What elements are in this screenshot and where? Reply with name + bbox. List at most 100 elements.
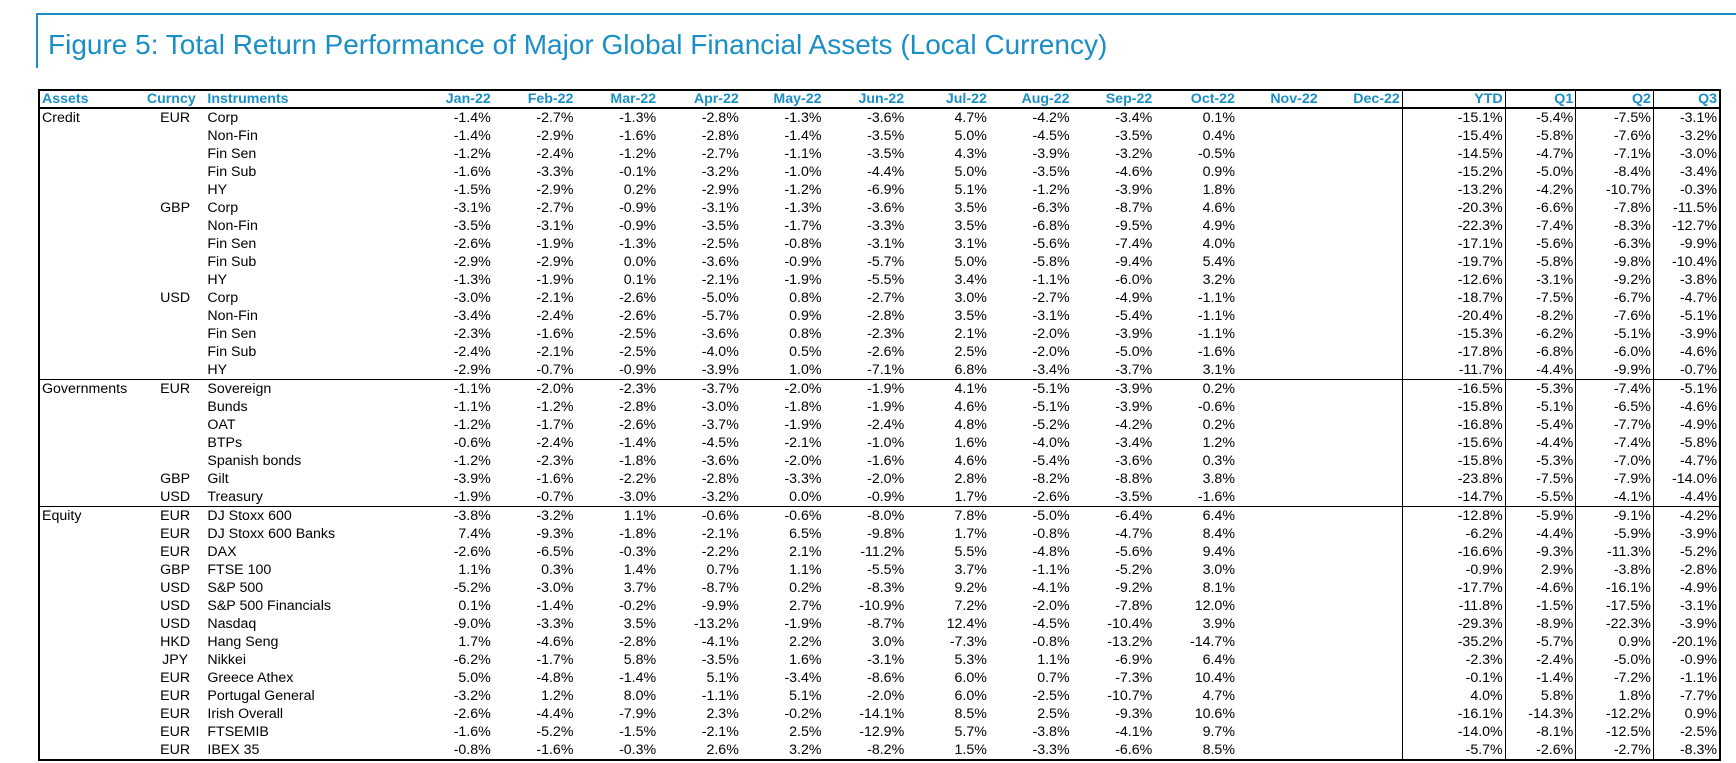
month-return-cell: -1.6% bbox=[867, 453, 905, 469]
month-return-cell bbox=[1237, 398, 1320, 416]
month-return-cell: 3.5% bbox=[954, 218, 987, 234]
currency-cell bbox=[145, 452, 206, 470]
month-return-cell: -0.9% bbox=[784, 254, 822, 270]
quarter-return-cell: -8.4% bbox=[1575, 163, 1654, 181]
quarter-return-cell: -6.6% bbox=[1504, 199, 1576, 217]
table-row: EUR FTSEMIB -1.6% -5.2% -1.5% -2.1% 2.5% -12.9%… bbox=[39, 723, 1720, 741]
table-row: Non-Fin -3.4% -2.4% -2.6% -5.7% 0.9% -2.8% 3.5%… bbox=[39, 307, 1720, 325]
quarter-return-cell: -4.2% bbox=[1652, 506, 1720, 525]
month-return-cell: 5.1% bbox=[706, 670, 739, 686]
month-return-cell: -3.5% bbox=[1071, 488, 1155, 507]
quarter-return-cell: -9.1% bbox=[1575, 506, 1654, 525]
month-return-cell: -3.6% bbox=[867, 110, 905, 126]
quarter-return-cell: -3.2% bbox=[1652, 127, 1720, 145]
month-return-cell: -10.4% bbox=[1107, 616, 1153, 632]
month-return-cell: 9.4% bbox=[1202, 544, 1235, 560]
month-return-cell bbox=[1237, 380, 1320, 399]
quarter-return-cell: -11.3% bbox=[1575, 543, 1654, 561]
month-return-cell: -5.0% bbox=[701, 290, 739, 306]
quarter-return-cell: -5.0% bbox=[1575, 651, 1654, 669]
instrument-cell: Corp bbox=[207, 290, 239, 306]
month-return-cell bbox=[1320, 615, 1403, 633]
month-return-cell: -2.5% bbox=[1032, 688, 1070, 704]
month-return-cell bbox=[1320, 380, 1403, 399]
quarter-return-cell: -10.4% bbox=[1652, 253, 1720, 271]
month-return-cell: -3.4% bbox=[1115, 435, 1153, 451]
month-return-cell: 6.0% bbox=[954, 688, 987, 704]
month-return-cell: 4.6% bbox=[1202, 200, 1235, 216]
month-return-cell: -1.6% bbox=[536, 326, 574, 342]
month-return-cell: 2.1% bbox=[954, 326, 987, 342]
currency-cell: USD bbox=[160, 290, 191, 306]
month-return-cell: 7.8% bbox=[954, 508, 987, 524]
ytd-return-cell: -22.3% bbox=[1401, 217, 1506, 235]
month-return-cell: -3.9% bbox=[1032, 146, 1070, 162]
instrument-cell: Fin Sen bbox=[207, 146, 257, 162]
quarter-return-cell: -9.8% bbox=[1575, 253, 1654, 271]
month-return-cell: 12.0% bbox=[1194, 598, 1235, 614]
month-return-cell: -1.1% bbox=[784, 146, 822, 162]
quarter-return-cell: -6.3% bbox=[1575, 235, 1654, 253]
asset-class-cell bbox=[39, 361, 145, 380]
month-return-cell bbox=[1320, 343, 1403, 361]
instrument-cell: Bunds bbox=[207, 399, 248, 415]
month-return-cell bbox=[1237, 235, 1320, 253]
ytd-return-cell: -15.6% bbox=[1401, 434, 1506, 452]
quarter-return-cell: -5.6% bbox=[1504, 235, 1576, 253]
month-return-cell: -8.7% bbox=[701, 580, 739, 596]
ytd-return-cell: -14.7% bbox=[1401, 488, 1506, 507]
month-return-cell bbox=[1237, 163, 1320, 181]
month-return-cell: -1.2% bbox=[453, 146, 491, 162]
table-row: EUR Irish Overall -2.6% -4.4% -7.9% 2.3% -0.2%… bbox=[39, 705, 1720, 723]
month-return-cell: -2.4% bbox=[867, 417, 905, 433]
month-return-cell: -5.5% bbox=[867, 562, 905, 578]
month-return-cell: -6.6% bbox=[1115, 742, 1153, 758]
table-row: EUR Portugal General -3.2% 1.2% 8.0% -1.1% 5.1… bbox=[39, 687, 1720, 705]
month-return-cell: 0.4% bbox=[1202, 128, 1235, 144]
currency-cell bbox=[145, 307, 206, 325]
month-return-cell: -10.7% bbox=[1107, 688, 1153, 704]
month-return-cell: -6.3% bbox=[1032, 200, 1070, 216]
month-return-cell bbox=[1237, 579, 1320, 597]
month-return-cell: -3.5% bbox=[1115, 128, 1153, 144]
month-return-cell: 8.0% bbox=[623, 688, 657, 704]
month-return-cell: -0.9% bbox=[823, 488, 907, 507]
month-return-cell: 8.4% bbox=[1202, 526, 1235, 542]
instrument-cell: Non-Fin bbox=[207, 218, 258, 234]
month-return-cell: -3.3% bbox=[536, 164, 574, 180]
month-return-cell: -2.9% bbox=[453, 254, 491, 270]
ytd-return-cell: -13.2% bbox=[1401, 181, 1506, 199]
ytd-return-cell: -15.4% bbox=[1401, 127, 1506, 145]
asset-class-cell bbox=[39, 343, 145, 361]
month-return-cell: -3.7% bbox=[701, 381, 739, 397]
quarter-return-cell: -6.7% bbox=[1575, 289, 1654, 307]
table-row: Credit EUR Corp -1.4% -2.7% -1.3% -2.8% -1.3% -3… bbox=[39, 108, 1720, 127]
asset-class-cell bbox=[39, 579, 145, 597]
month-return-cell: -11.2% bbox=[860, 544, 905, 560]
quarter-return-cell: 0.9% bbox=[1652, 705, 1720, 723]
month-return-cell: 5.1% bbox=[954, 182, 987, 198]
currency-cell: EUR bbox=[160, 110, 191, 126]
month-return-cell bbox=[1237, 307, 1320, 325]
ytd-return-cell: -2.3% bbox=[1401, 651, 1506, 669]
asset-class-cell bbox=[39, 488, 145, 507]
month-return-cell: 5.5% bbox=[954, 544, 987, 560]
quarter-return-cell: -8.3% bbox=[1575, 217, 1654, 235]
month-return-cell: -0.2% bbox=[784, 706, 822, 722]
month-return-cell: -1.6% bbox=[536, 742, 574, 758]
header-month: May-22 bbox=[740, 90, 824, 109]
month-return-cell: 3.0% bbox=[954, 290, 987, 306]
instrument-cell: Gilt bbox=[207, 471, 229, 487]
quarter-return-cell: -3.9% bbox=[1652, 525, 1720, 543]
month-return-cell: -14.1% bbox=[859, 706, 905, 722]
month-return-cell: 4.8% bbox=[954, 417, 987, 433]
currency-cell bbox=[145, 235, 206, 253]
instrument-cell: Portugal General bbox=[207, 688, 315, 704]
month-return-cell bbox=[1320, 127, 1403, 145]
ytd-return-cell: -15.3% bbox=[1401, 325, 1506, 343]
instrument-cell: Nikkei bbox=[207, 652, 247, 668]
quarter-return-cell: -2.6% bbox=[1504, 741, 1576, 760]
month-return-cell: 2.2% bbox=[789, 634, 822, 650]
asset-class-cell bbox=[39, 199, 145, 217]
month-return-cell: -2.7% bbox=[867, 290, 905, 306]
